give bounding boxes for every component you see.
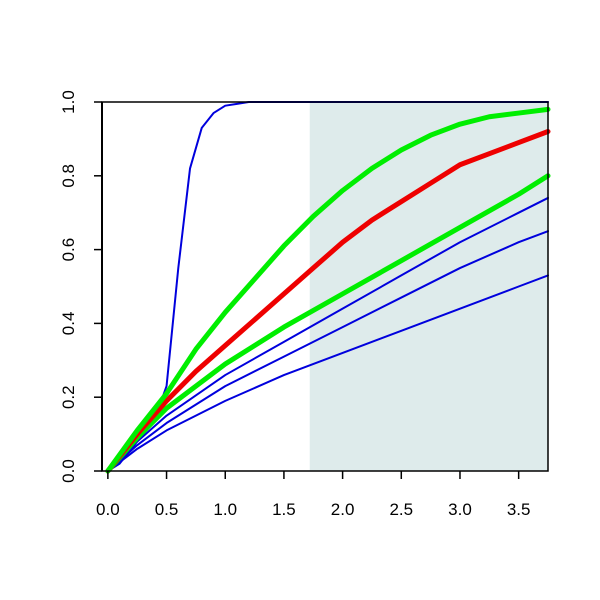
x-tick-label-6: 3.0 bbox=[448, 500, 472, 519]
series-line-6 bbox=[105, 129, 551, 474]
x-tick-label-7: 3.5 bbox=[507, 500, 531, 519]
series-line-7 bbox=[105, 106, 551, 474]
y-tick-label-2: 0.4 bbox=[59, 312, 78, 336]
series-line-3 bbox=[106, 230, 549, 472]
y-tick-label-1: 0.2 bbox=[59, 385, 78, 409]
shaded-region bbox=[309, 102, 548, 471]
y-tick-label-5: 1.0 bbox=[59, 90, 78, 114]
x-tick-label-4: 2.0 bbox=[331, 500, 355, 519]
x-tick-label-2: 1.0 bbox=[213, 500, 237, 519]
x-tick-label-1: 0.5 bbox=[155, 500, 179, 519]
y-tick-label-0: 0.0 bbox=[59, 459, 78, 483]
x-tick-label-0: 0.0 bbox=[96, 500, 120, 519]
series-line-5 bbox=[105, 173, 551, 474]
series-line-4 bbox=[106, 196, 549, 472]
x-tick-label-3: 1.5 bbox=[272, 500, 296, 519]
series-line-2 bbox=[106, 274, 549, 472]
shaded-region-layer bbox=[309, 102, 548, 471]
y-tick-label-4: 0.8 bbox=[59, 164, 78, 188]
y-tick-label-3: 0.6 bbox=[59, 238, 78, 262]
x-tick-label-5: 2.5 bbox=[389, 500, 413, 519]
axis-layer: 0.0 0.5 1.0 1.5 2.0 2.5 3.0 3.5 0.0 0.2 0.4 0.6 0.8 1… bbox=[59, 90, 549, 519]
series-layer bbox=[105, 101, 551, 474]
